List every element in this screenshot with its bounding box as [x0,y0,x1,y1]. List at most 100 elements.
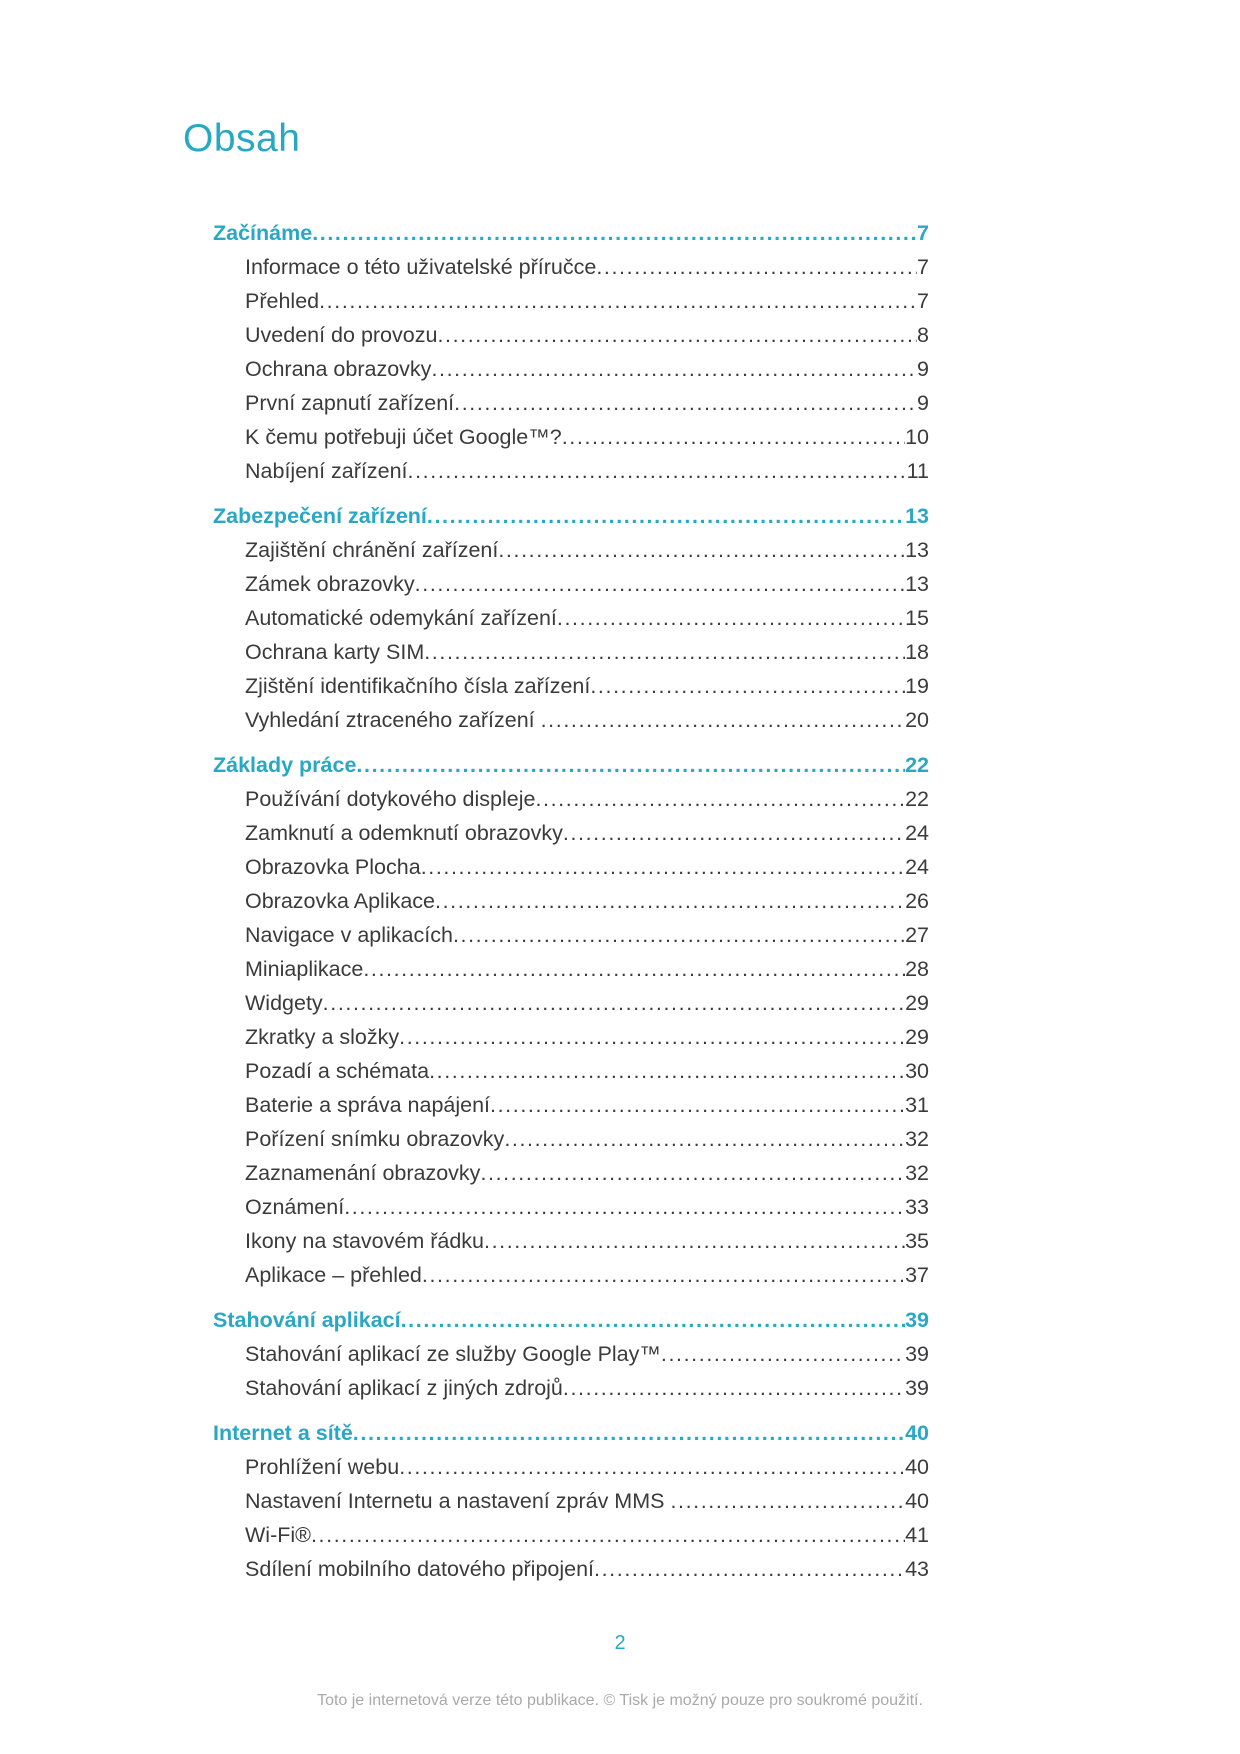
toc-item-entry[interactable]: Obrazovka Plocha........................… [213,850,929,884]
toc-entry-page: 29 [905,991,929,1015]
toc-entry-page: 13 [905,504,929,528]
toc-item-entry[interactable]: Ochrana obrazovky.......................… [213,352,929,386]
toc-entry-label: Miniaplikace [245,957,364,981]
toc-item-entry[interactable]: Aplikace – přehled......................… [213,1258,929,1292]
toc-entry-page: 33 [905,1195,929,1219]
toc-section-entry[interactable]: Internet a sítě.........................… [213,1416,929,1450]
toc-leader-dots: ........................................… [484,1229,906,1253]
toc-entry-page: 8 [917,323,929,347]
toc-item-entry[interactable]: Navigace v aplikacích...................… [213,918,929,952]
toc-entry-label: Stahování aplikací ze služby Google Play… [245,1342,661,1366]
toc-entry-page: 37 [905,1263,929,1287]
toc-leader-dots: ........................................… [312,221,917,245]
toc-item-entry[interactable]: Nastavení Internetu a nastavení zpráv MM… [213,1484,929,1518]
toc-item-entry[interactable]: Automatické odemykání zařízení..........… [213,601,929,635]
toc-item-entry[interactable]: Pozadí a schémata.......................… [213,1054,929,1088]
toc-entry-page: 27 [905,923,929,947]
toc-item-entry[interactable]: Ikony na stavovém řádku.................… [213,1224,929,1258]
toc-leader-dots: ........................................… [352,1421,906,1445]
toc-item-entry[interactable]: Zajištění chránění zařízení.............… [213,533,929,567]
toc-entry-page: 10 [905,425,929,449]
toc-item-entry[interactable]: Miniaplikace............................… [213,952,929,986]
toc-entry-label: Baterie a správa napájení [245,1093,491,1117]
toc-entry-label: Zámek obrazovky [245,572,415,596]
toc-item-entry[interactable]: Vyhledání ztraceného zařízení ..........… [213,703,929,737]
toc-section-entry[interactable]: Stahování aplikací......................… [213,1303,929,1337]
toc-entry-page: 32 [905,1161,929,1185]
toc-item-entry[interactable]: K čemu potřebuji účet Google™?..........… [213,420,929,454]
toc-item-entry[interactable]: Zámek obrazovky.........................… [213,567,929,601]
toc-leader-dots: ........................................… [319,289,918,313]
toc-entry-label: Obrazovka Plocha [245,855,421,879]
toc-entry-page: 40 [905,1421,929,1445]
toc-item-entry[interactable]: Zjištění identifikačního čísla zařízení.… [213,669,929,703]
toc-entry-label: První zapnutí zařízení [245,391,455,415]
toc-entry-label: Zaznamenání obrazovky [245,1161,481,1185]
toc-entry-page: 22 [905,787,929,811]
toc-item-entry[interactable]: Uvedení do provozu......................… [213,318,929,352]
toc-section-block: Internet a sítě.........................… [213,1416,929,1586]
toc-item-entry[interactable]: Používání dotykového displeje...........… [213,782,929,816]
toc-item-entry[interactable]: Prohlížení webu.........................… [213,1450,929,1484]
toc-entry-page: 18 [905,640,929,664]
toc-entry-label: Stahování aplikací [213,1308,401,1332]
toc-item-entry[interactable]: Wi-Fi®..................................… [213,1518,929,1552]
toc-item-entry[interactable]: Sdílení mobilního datového připojení....… [213,1552,929,1586]
page-title: Obsah [183,117,301,161]
toc-item-entry[interactable]: Oznámení................................… [213,1190,929,1224]
toc-entry-page: 32 [905,1127,929,1151]
toc-entry-page: 9 [917,357,929,381]
toc-entry-label: Internet a sítě [213,1421,353,1445]
toc-entry-label: Pořízení snímku obrazovky [245,1127,505,1151]
toc-entry-label: Používání dotykového displeje [245,787,536,811]
toc-entry-page: 28 [905,957,929,981]
toc-item-entry[interactable]: Ochrana karty SIM.......................… [213,635,929,669]
toc-section-entry[interactable]: Základy práce...........................… [213,748,929,782]
toc-entry-label: Nabíjení zařízení [245,459,408,483]
toc-entry-label: Aplikace – přehled [245,1263,422,1287]
toc-leader-dots: ........................................… [426,504,905,528]
toc-entry-page: 7 [917,289,929,313]
toc-section-block: Začínáme................................… [213,216,929,488]
toc-item-entry[interactable]: Zamknutí a odemknutí obrazovky..........… [213,816,929,850]
toc-entry-page: 40 [905,1489,929,1513]
toc-entry-label: Základy práce [213,753,357,777]
toc-entry-page: 11 [906,459,929,483]
toc-leader-dots: ........................................… [590,674,905,698]
toc-leader-dots: ........................................… [420,855,906,879]
toc-entry-page: 43 [905,1557,929,1581]
toc-entry-label: Ikony na stavovém řádku [245,1229,485,1253]
toc-leader-dots: ........................................… [504,1127,906,1151]
toc-leader-dots: ........................................… [490,1093,906,1117]
toc-leader-dots: ........................................… [562,821,906,845]
toc-entry-label: Uvedení do provozu [245,323,438,347]
toc-entry-page: 41 [905,1523,929,1547]
toc-item-entry[interactable]: Informace o této uživatelské příručce...… [213,250,929,284]
toc-item-entry[interactable]: Zaznamenání obrazovky...................… [213,1156,929,1190]
toc-item-entry[interactable]: Pořízení snímku obrazovky...............… [213,1122,929,1156]
toc-leader-dots: ........................................… [435,889,905,913]
toc-entry-page: 15 [905,606,929,630]
toc-item-entry[interactable]: První zapnutí zařízení..................… [213,386,929,420]
toc-item-entry[interactable]: Přehled.................................… [213,284,929,318]
toc-entry-label: Zabezpečení zařízení [213,504,427,528]
toc-item-entry[interactable]: Stahování aplikací ze služby Google Play… [213,1337,929,1371]
toc-section-entry[interactable]: Zabezpečení zařízení....................… [213,499,929,533]
toc-item-entry[interactable]: Obrazovka Aplikace......................… [213,884,929,918]
toc-leader-dots: ........................................… [400,1308,905,1332]
toc-item-entry[interactable]: Widgety.................................… [213,986,929,1020]
toc-leader-dots: ........................................… [670,1489,906,1513]
toc-section-entry[interactable]: Začínáme................................… [213,216,929,250]
toc-item-entry[interactable]: Baterie a správa napájení...............… [213,1088,929,1122]
toc-leader-dots: ........................................… [454,391,917,415]
toc-entry-page: 35 [905,1229,929,1253]
toc-entry-page: 24 [905,855,929,879]
toc-leader-dots: ........................................… [407,459,907,483]
toc-entry-label: Přehled [245,289,320,313]
toc-item-entry[interactable]: Zkratky a složky........................… [213,1020,929,1054]
toc-entry-page: 31 [905,1093,929,1117]
toc: Začínáme................................… [213,216,929,1586]
toc-item-entry[interactable]: Stahování aplikací z jiných zdrojů......… [213,1371,929,1405]
toc-item-entry[interactable]: Nabíjení zařízení.......................… [213,454,929,488]
toc-leader-dots: ........................................… [480,1161,905,1185]
